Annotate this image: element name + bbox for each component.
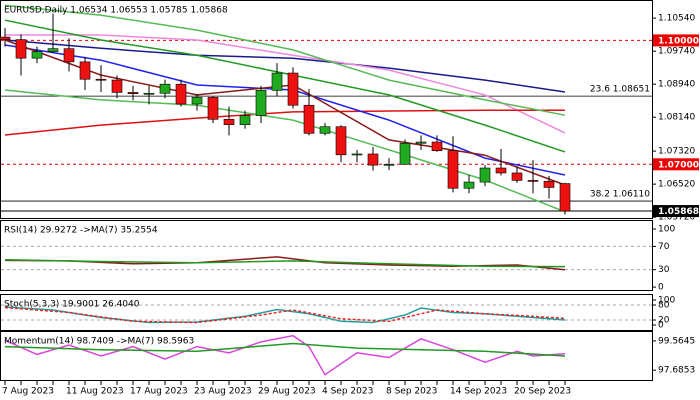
panel-title: EURUSD,Daily 1.06534 1.06553 1.05785 1.0… bbox=[4, 6, 228, 16]
y-tick-label: 100 bbox=[658, 296, 675, 306]
panel-title: Momentum(14) 98.7409 ->MA(7) 98.5963 bbox=[4, 337, 194, 347]
level-label-box bbox=[653, 158, 699, 171]
candle-body bbox=[191, 97, 203, 105]
candle-body bbox=[0, 36, 11, 40]
candle-body bbox=[63, 48, 75, 63]
candle-body bbox=[495, 167, 507, 174]
level-label: 1.10000 bbox=[658, 36, 699, 46]
x-tick-label: 14 Sep 2023 bbox=[450, 387, 507, 397]
y-tick-label: 1.06520 bbox=[658, 180, 695, 190]
candle-body bbox=[463, 181, 475, 189]
candle-body bbox=[175, 83, 187, 105]
candle-body bbox=[95, 78, 107, 81]
level-label: 1.07000 bbox=[658, 160, 699, 170]
x-tick-label: 23 Aug 2023 bbox=[194, 387, 252, 397]
candle-body bbox=[223, 118, 235, 125]
panel-title: RSI(14) 29.9272 ->MA(7) 35.2554 bbox=[4, 226, 158, 236]
indicator-line bbox=[4, 342, 566, 357]
level-label-box bbox=[653, 34, 699, 47]
fib-label: 23.6 1.08651 bbox=[590, 85, 650, 95]
candle-body bbox=[287, 72, 299, 106]
candle-body bbox=[31, 51, 43, 59]
candle-body bbox=[527, 180, 539, 182]
y-tick-label: 1.05720 bbox=[658, 213, 695, 223]
panel-frame bbox=[0, 331, 653, 381]
fib-label: 38.2 1.06110 bbox=[590, 190, 650, 200]
candle-body bbox=[319, 126, 331, 134]
level-label-box bbox=[653, 205, 699, 218]
y-tick-label: 70 bbox=[658, 242, 670, 252]
y-tick-label: 20 bbox=[658, 316, 670, 326]
candle-body bbox=[255, 90, 267, 116]
x-tick-label: 11 Aug 2023 bbox=[66, 387, 124, 397]
y-tick-label: 80 bbox=[658, 301, 670, 311]
candle-body bbox=[559, 183, 571, 212]
candle-body bbox=[79, 61, 91, 80]
x-tick-label: 8 Sep 2023 bbox=[386, 387, 437, 397]
candle-body bbox=[367, 153, 379, 166]
candle-body bbox=[543, 180, 555, 188]
candle-body bbox=[415, 141, 427, 144]
y-tick-label: 1.07320 bbox=[658, 147, 695, 157]
y-tick-label: 1.10540 bbox=[658, 14, 695, 24]
indicator-line bbox=[4, 259, 566, 268]
candle-body bbox=[127, 92, 139, 94]
y-tick-label: 1.08940 bbox=[658, 80, 695, 90]
indicator-line bbox=[4, 109, 565, 136]
candle-body bbox=[351, 153, 363, 156]
candle-body bbox=[335, 126, 347, 156]
panel-title: Stoch(5,3,3) 19.9001 26.4040 bbox=[4, 300, 140, 310]
panel-frame bbox=[0, 0, 653, 219]
candle-body bbox=[511, 172, 523, 181]
candle-body bbox=[15, 39, 27, 59]
candle-body bbox=[111, 79, 123, 93]
x-tick-label: 4 Sep 2023 bbox=[322, 387, 373, 397]
candle-body bbox=[479, 167, 491, 183]
candle-body bbox=[47, 48, 59, 52]
y-tick-label: 99.5645 bbox=[658, 336, 695, 346]
x-tick-label: 29 Aug 2023 bbox=[258, 387, 316, 397]
panel-frame bbox=[0, 294, 653, 331]
y-tick-label: 1.09740 bbox=[658, 47, 695, 57]
candle-body bbox=[399, 142, 411, 165]
y-tick-label: 100 bbox=[658, 224, 675, 234]
candle-body bbox=[207, 97, 219, 120]
candle-body bbox=[431, 141, 443, 151]
indicator-line bbox=[4, 306, 566, 324]
y-tick-label: 0 bbox=[658, 283, 664, 293]
y-tick-label: 0 bbox=[658, 321, 664, 331]
candle-body bbox=[383, 164, 395, 166]
indicator-line bbox=[4, 4, 566, 116]
y-tick-label: 1.08140 bbox=[658, 113, 695, 123]
candle-body bbox=[447, 150, 459, 189]
panel-frame bbox=[0, 220, 653, 291]
indicator-line bbox=[5, 34, 566, 134]
candle-body bbox=[303, 104, 315, 134]
indicator-line bbox=[4, 39, 566, 93]
candle-body bbox=[271, 72, 283, 91]
x-tick-label: 17 Aug 2023 bbox=[130, 387, 188, 397]
candle-body bbox=[239, 115, 251, 125]
level-label: 1.05868 bbox=[658, 207, 699, 217]
indicator-line bbox=[4, 334, 566, 376]
candle-body bbox=[143, 92, 155, 95]
x-tick-label: 7 Aug 2023 bbox=[2, 387, 54, 397]
y-tick-label: 30 bbox=[658, 265, 670, 275]
x-tick-label: 20 Sep 2023 bbox=[514, 387, 571, 397]
y-tick-label: 97.6853 bbox=[658, 366, 695, 376]
candle-body bbox=[159, 83, 171, 94]
